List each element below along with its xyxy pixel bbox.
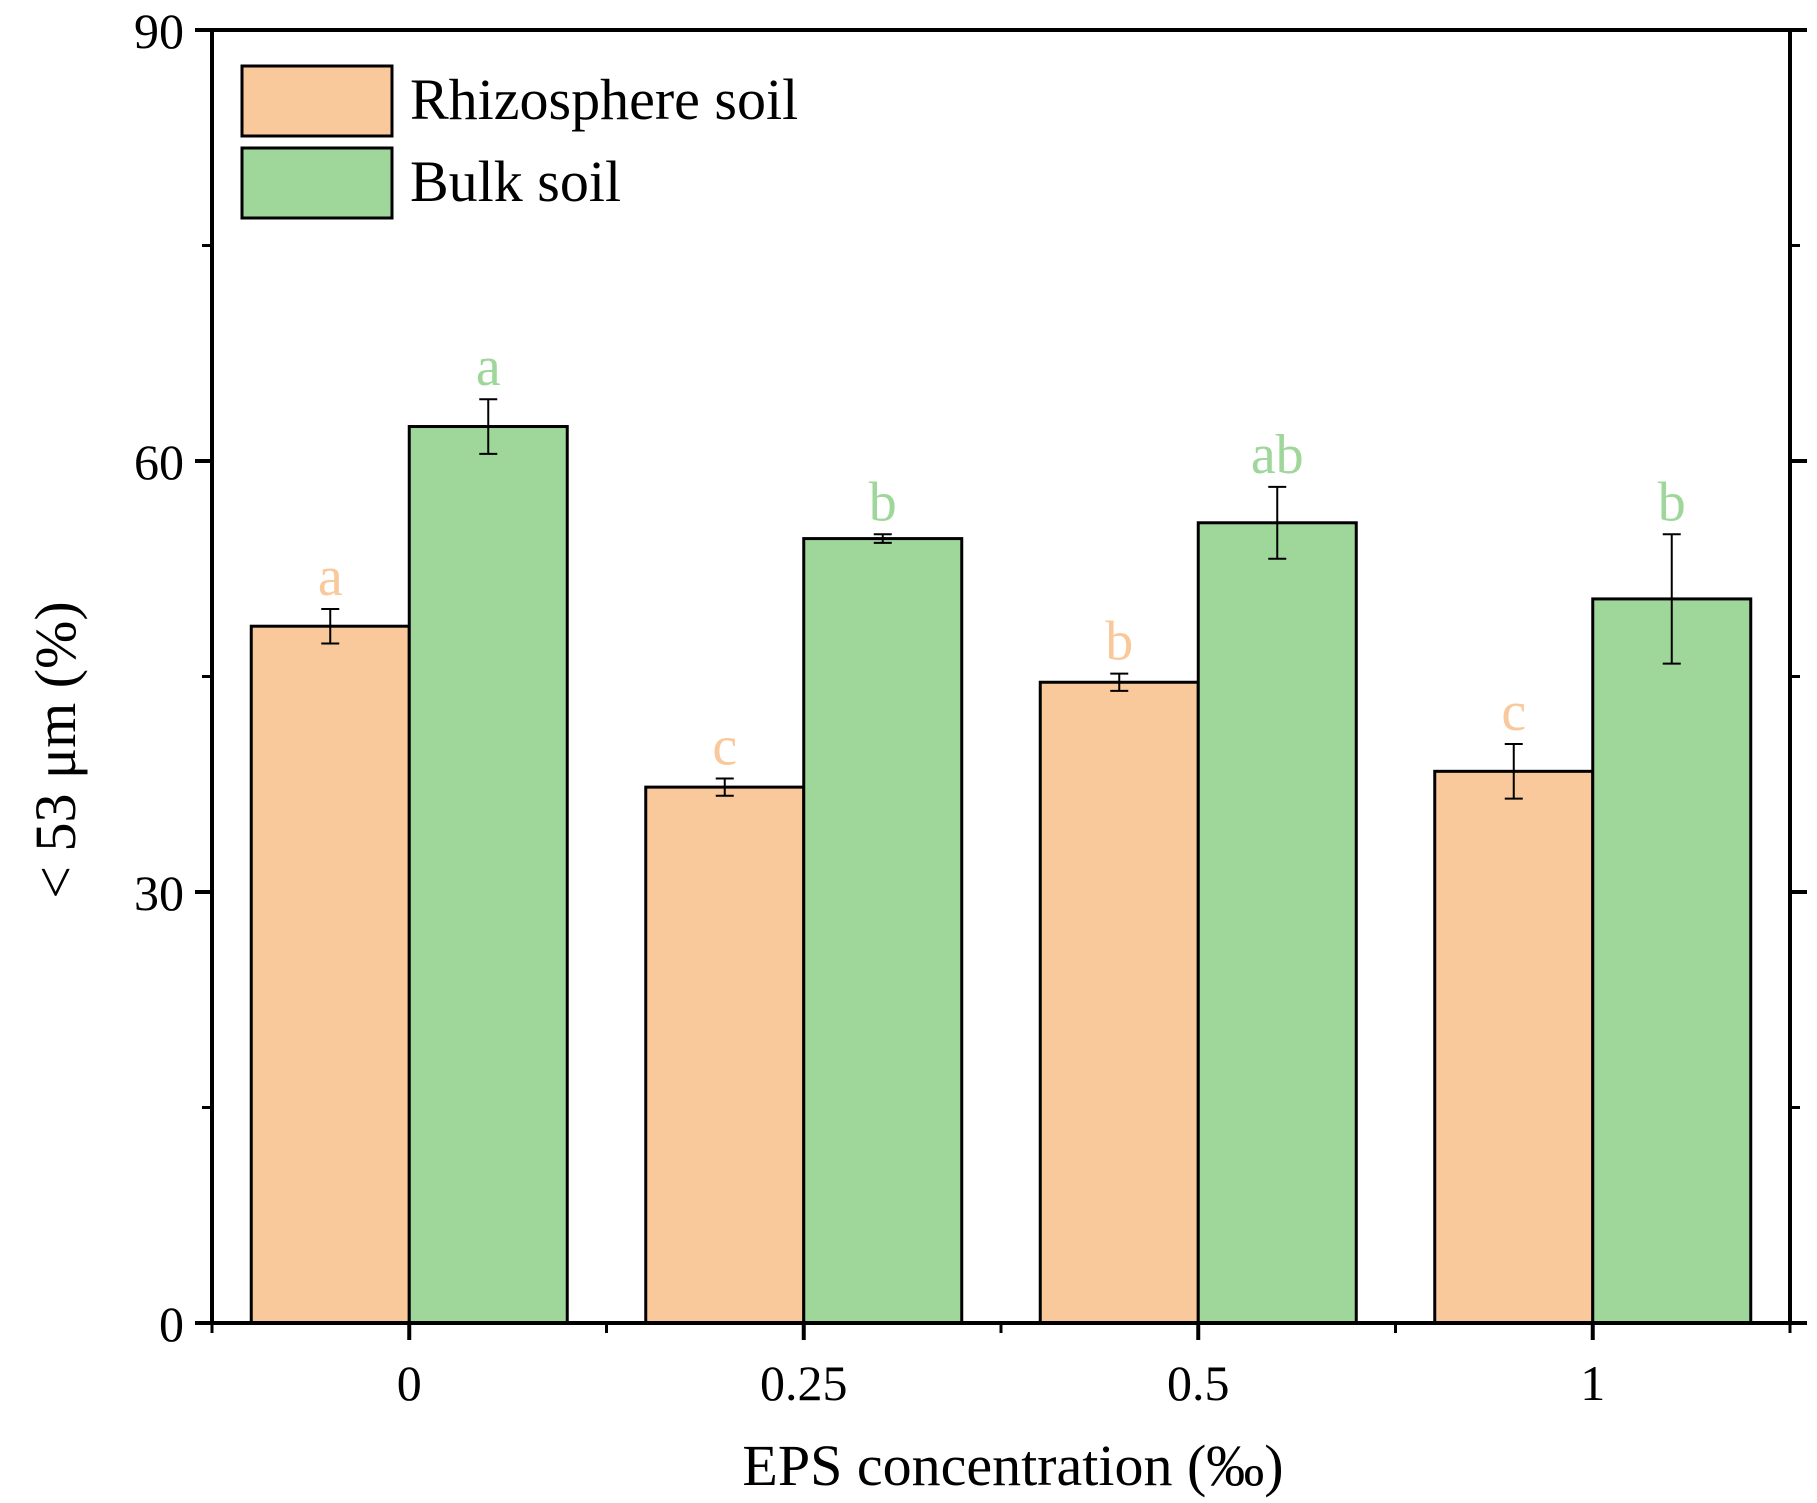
significance-letter: b (1658, 471, 1686, 533)
y-axis-title: < 53 μm (%) (23, 601, 88, 898)
axis-ticks-layer (195, 28, 1807, 1340)
x-axis-title: EPS concentration (‰) (742, 1433, 1283, 1498)
significance-letter: c (1501, 681, 1526, 743)
bar (1433, 769, 1595, 1325)
legend-swatch (240, 146, 394, 220)
bar (1591, 597, 1753, 1325)
significance-letter: ab (1251, 424, 1304, 486)
bar (1196, 521, 1358, 1325)
bar (1038, 680, 1200, 1325)
y-tick-label: 60 (134, 434, 184, 490)
x-tick-label: 0.25 (760, 1355, 848, 1411)
significance-letter: c (712, 716, 737, 778)
significance-letter: a (318, 546, 343, 608)
y-tick-label: 90 (134, 3, 184, 59)
error-bars-layer (321, 398, 1681, 800)
x-tick-labels: 0 0.25 0.5 1 (397, 1355, 1606, 1411)
y-tick-label: 30 (134, 865, 184, 921)
y-tick-label: 0 (159, 1296, 184, 1352)
bar (644, 785, 806, 1325)
bar (407, 425, 569, 1325)
x-tick-label: 1 (1580, 1355, 1605, 1411)
significance-letter: a (476, 336, 501, 398)
legend-label: Rhizosphere soil (410, 67, 798, 132)
legend-swatch (240, 64, 394, 138)
y-tick-labels: 0 30 60 90 (134, 3, 184, 1352)
legend-label: Bulk soil (410, 149, 621, 214)
bars-layer (249, 425, 1753, 1325)
x-tick-label: 0 (397, 1355, 422, 1411)
legend: Rhizosphere soil Bulk soil (240, 64, 798, 220)
significance-letter: b (1105, 611, 1133, 673)
x-tick-label: 0.5 (1167, 1355, 1230, 1411)
significance-letters-layer: a a c b b ab c b (318, 336, 1686, 777)
significance-letter: b (869, 471, 897, 533)
bar (249, 624, 411, 1325)
bar (802, 537, 964, 1325)
